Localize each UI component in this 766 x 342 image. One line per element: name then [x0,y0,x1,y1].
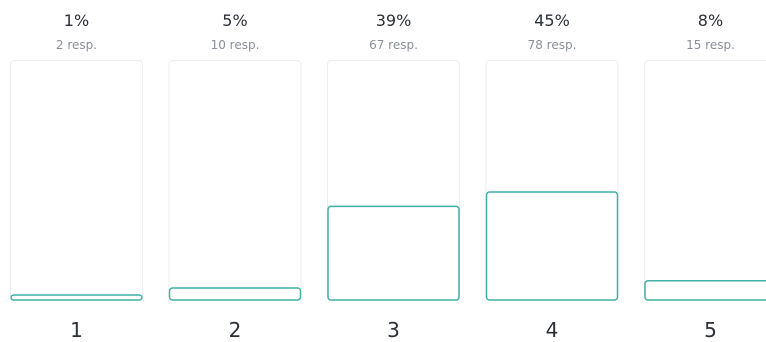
bar-category-label: 3 [387,318,400,342]
bar-category-label: 2 [229,318,242,342]
bar-column-4[interactable]: 45% 78 resp. 4 [485,11,619,342]
bar-category-label: 1 [70,318,83,342]
bar-track [10,60,143,300]
bar-category-label: 4 [546,318,559,342]
bar-percent-label: 8% [698,11,723,30]
bar-track [168,60,302,300]
bar-percent-label: 39% [376,11,412,30]
bar-category-label: 5 [704,318,717,342]
bar-response-count: 10 resp. [211,38,260,52]
bar-column-5[interactable]: 8% 15 resp. 5 [644,11,766,342]
bar-response-count: 67 resp. [369,38,418,52]
bar-column-1[interactable]: 1% 2 resp. 1 [10,11,143,342]
bar-response-count: 2 resp. [56,38,97,52]
bar-value[interactable] [485,191,619,301]
bar-percent-label: 45% [534,11,570,30]
bar-percent-label: 1% [64,11,89,30]
bar-track [644,60,766,300]
bar-column-3[interactable]: 39% 67 resp. 3 [327,11,460,342]
bar-value[interactable] [168,287,302,301]
bar-percent-label: 5% [222,11,247,30]
bar-value[interactable] [10,294,143,301]
bar-value[interactable] [327,205,460,301]
bar-column-2[interactable]: 5% 10 resp. 2 [168,11,302,342]
bar-response-count: 78 resp. [528,38,577,52]
bar-value[interactable] [644,280,766,301]
bar-response-count: 15 resp. [686,38,735,52]
